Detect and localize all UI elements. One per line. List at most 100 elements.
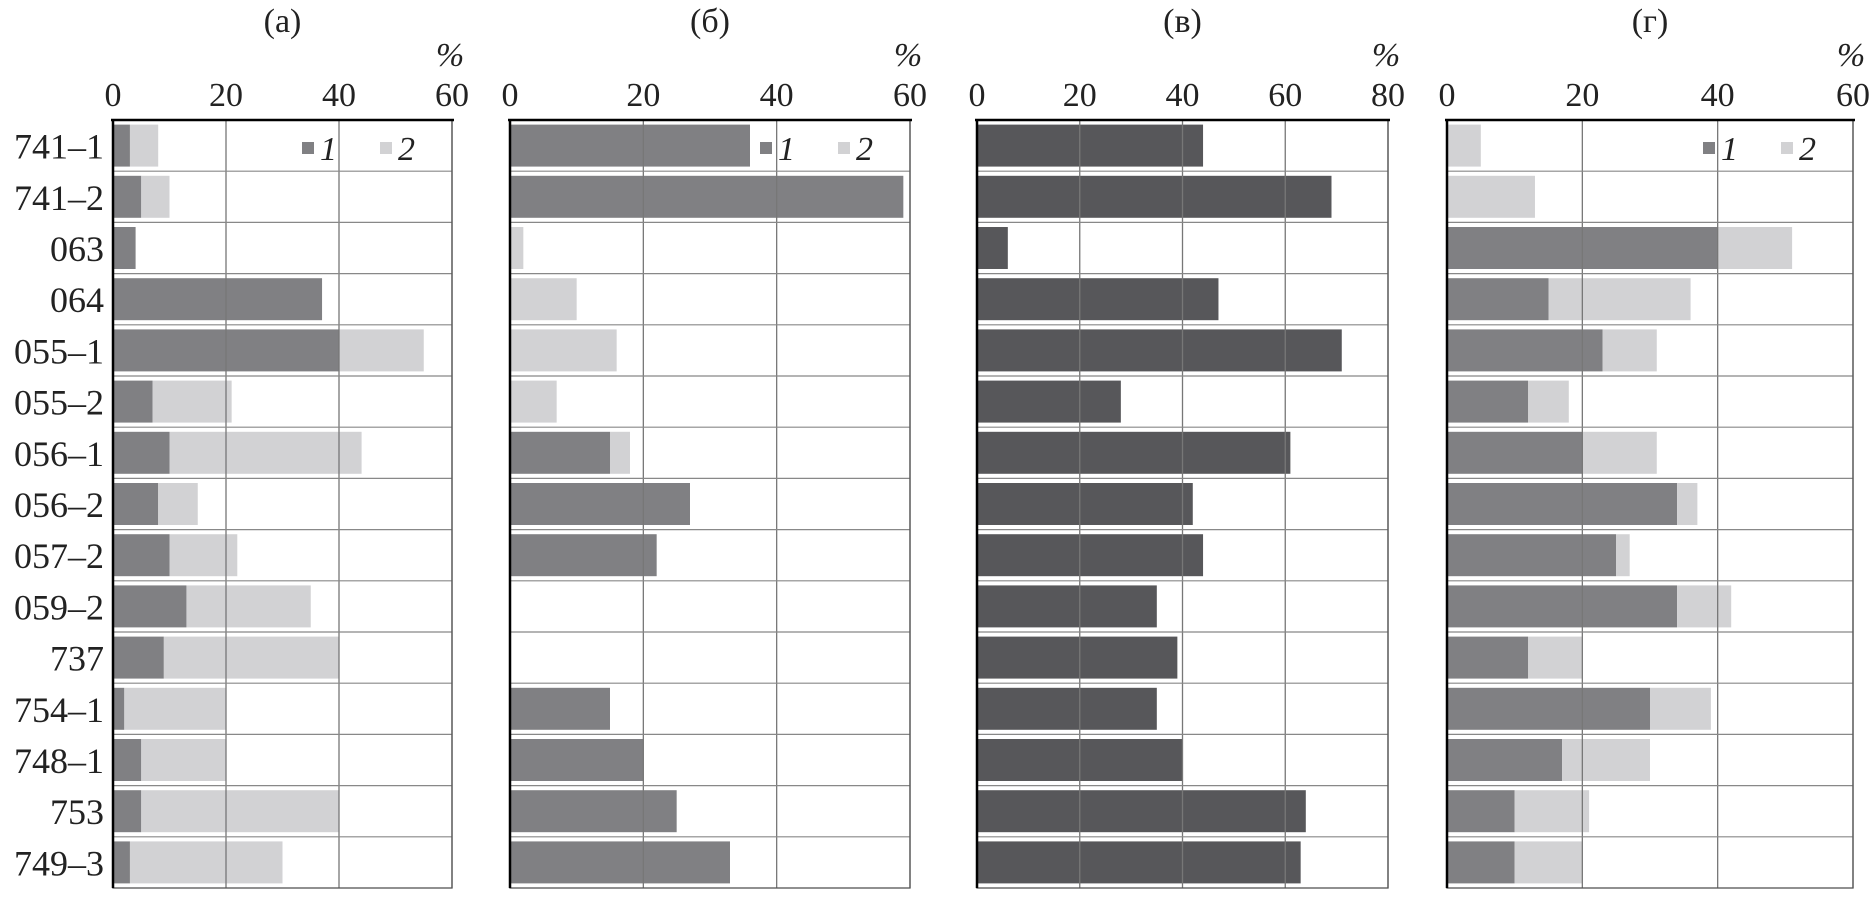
bar-panel4-series2-059-2 (1677, 585, 1732, 628)
bar-panel4-series1-753 (1447, 790, 1515, 833)
bar-panel1-series1-056-1 (113, 431, 170, 474)
legend-swatch-panel1-1 (302, 142, 314, 154)
bar-panel4-series1-055-1 (1447, 329, 1603, 372)
bar-panel2-series1-056-1 (510, 431, 610, 474)
bar-panel3-series1-055-1 (977, 329, 1342, 372)
bar-panel2-series1-748-1 (510, 739, 644, 781)
bar-panel1-series1-063 (113, 227, 136, 269)
bar-panel3-series1-057-2 (977, 534, 1204, 577)
bar-panel1-series1-741-2 (113, 175, 142, 218)
panel-title-1: (а) (264, 3, 302, 40)
category-label-741-2: 741–2 (14, 178, 104, 218)
tick-label-panel3-40: 40 (1166, 77, 1200, 114)
category-label-737: 737 (50, 639, 104, 679)
tick-label-panel1-0: 0 (105, 77, 122, 114)
bar-panel4-series1-056-2 (1447, 483, 1678, 525)
bar-panel3-series1-741-2 (977, 175, 1332, 218)
bar-panel1-series1-056-2 (113, 483, 159, 525)
bar-panel4-series2-056-2 (1677, 483, 1698, 525)
bar-panel4-series1-056-1 (1447, 431, 1583, 474)
bar-panel2-series2-064 (510, 278, 577, 321)
bar-panel4-series2-063 (1717, 227, 1793, 269)
tick-label-panel4-0: 0 (1439, 77, 1456, 114)
legend-label-panel2-2: 2 (856, 131, 873, 168)
bar-panel4-series2-055-1 (1602, 329, 1657, 372)
bar-panel3-series1-753 (977, 790, 1306, 833)
bar-panel4-series2-748-1 (1562, 739, 1650, 781)
tick-label-panel3-60: 60 (1268, 77, 1302, 114)
bar-panel2-series2-056-1 (610, 431, 630, 474)
bar-panel1-series1-064 (113, 278, 323, 321)
bar-panel1-series1-737 (113, 636, 164, 679)
unit-label-panel3: % (1372, 37, 1400, 74)
panel-title-2: (б) (690, 3, 730, 40)
unit-label-panel4: % (1837, 37, 1865, 74)
bar-panel4-series2-057-2 (1616, 534, 1630, 577)
category-label-749-3: 749–3 (14, 843, 104, 883)
bar-panel4-series2-056-1 (1582, 431, 1657, 474)
category-label-741-1: 741–1 (14, 127, 104, 167)
bar-panel1-series1-059-2 (113, 585, 187, 628)
legend-label-panel4-1: 1 (1721, 131, 1738, 168)
tick-label-panel3-20: 20 (1063, 77, 1097, 114)
legend-swatch-panel2-1 (760, 142, 772, 154)
category-label-753: 753 (50, 792, 104, 832)
bar-panel3-series1-741-1 (977, 124, 1204, 167)
panel-title-3: (в) (1163, 3, 1202, 40)
legend-label-panel2-1: 1 (778, 131, 795, 168)
bar-panel1-series1-055-2 (113, 380, 153, 423)
bar-panel2-series1-056-2 (510, 483, 690, 525)
bar-panel1-series1-753 (113, 790, 142, 833)
bar-panel4-series1-749-3 (1447, 841, 1515, 884)
bar-panel2-series1-057-2 (510, 534, 657, 577)
bar-panel1-series2-055-1 (339, 329, 424, 372)
bar-panel4-series1-057-2 (1447, 534, 1617, 577)
bar-panel1-series2-057-2 (169, 534, 238, 577)
tick-label-panel2-60: 60 (893, 77, 927, 114)
category-label-059-2: 059–2 (14, 587, 104, 627)
bar-panel4-series1-754-1 (1447, 687, 1650, 730)
bar-panel1-series1-057-2 (113, 534, 170, 577)
bar-panel1-series2-056-2 (158, 483, 198, 525)
bar-panel1-series2-754-1 (124, 687, 226, 730)
legend-swatch-panel1-2 (380, 142, 392, 154)
bar-panel2-series2-055-1 (510, 329, 617, 372)
bar-panel4-series2-064 (1548, 278, 1691, 321)
category-label-055-2: 055–2 (14, 383, 104, 423)
bar-panel1-series2-748-1 (141, 739, 226, 781)
category-label-064: 064 (50, 280, 104, 320)
bar-panel1-series1-741-1 (113, 124, 130, 167)
bar-panel1-series1-754-1 (113, 687, 125, 730)
bar-panel3-series1-055-2 (977, 380, 1121, 423)
tick-label-panel4-60: 60 (1836, 77, 1870, 114)
tick-label-panel2-0: 0 (502, 77, 519, 114)
category-label-055-1: 055–1 (14, 331, 104, 371)
tick-label-panel2-20: 20 (626, 77, 660, 114)
bar-panel4-series2-737 (1528, 636, 1583, 679)
bar-panel4-series1-064 (1447, 278, 1549, 321)
bar-panel2-series2-055-2 (510, 380, 557, 423)
bar-panel1-series2-055-2 (152, 380, 232, 423)
bar-panel3-series1-056-1 (977, 431, 1291, 474)
legend-swatch-panel4-2 (1781, 142, 1793, 154)
bar-panel4-series2-753 (1514, 790, 1590, 833)
bar-panel3-series1-749-3 (977, 841, 1301, 884)
bar-panel2-series1-741-1 (510, 124, 750, 167)
bar-panel1-series2-741-2 (141, 175, 170, 218)
tick-label-panel3-0: 0 (969, 77, 986, 114)
category-label-748-1: 748–1 (14, 741, 104, 781)
category-label-063: 063 (50, 229, 104, 269)
unit-label-panel2: % (894, 37, 922, 74)
bar-panel2-series1-741-2 (510, 175, 904, 218)
tick-label-panel1-20: 20 (209, 77, 243, 114)
bar-panel3-series1-059-2 (977, 585, 1157, 628)
category-label-057-2: 057–2 (14, 536, 104, 576)
bar-panel4-series1-748-1 (1447, 739, 1563, 781)
bar-panel1-series2-059-2 (186, 585, 311, 628)
bar-panel3-series1-754-1 (977, 687, 1157, 730)
category-label-056-1: 056–1 (14, 434, 104, 474)
tick-label-panel3-80: 80 (1371, 77, 1405, 114)
bar-panel1-series2-056-1 (169, 431, 362, 474)
bar-panel4-series1-059-2 (1447, 585, 1678, 628)
bar-panel2-series1-754-1 (510, 687, 610, 730)
